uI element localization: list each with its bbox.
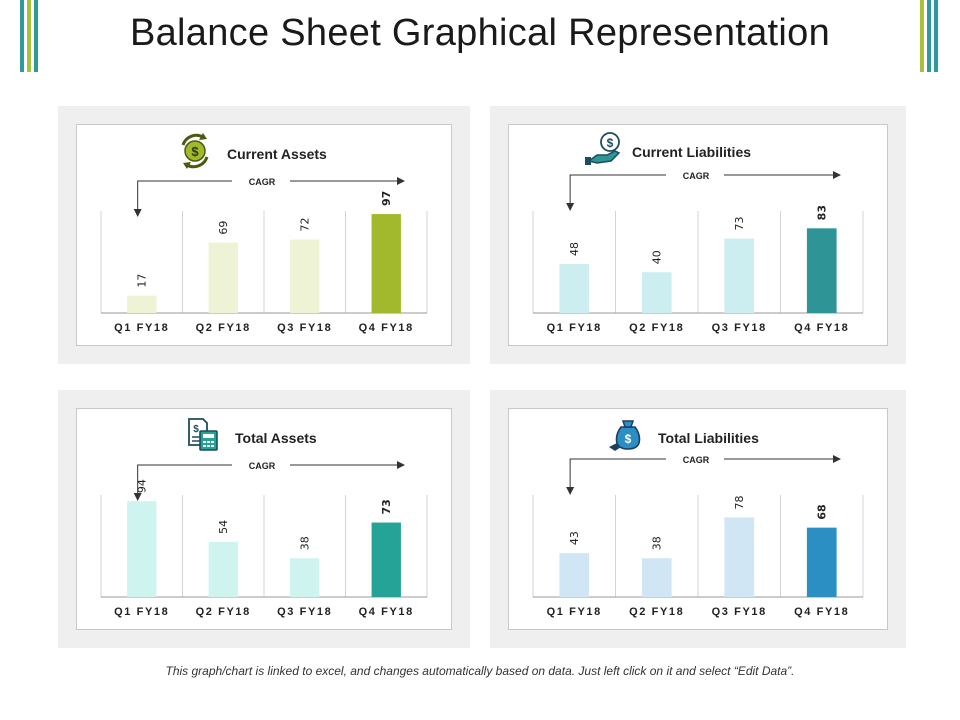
- deco-stripe-right-2: [927, 0, 931, 72]
- cagr-connector-line: [569, 174, 666, 205]
- cagr-arrowhead-down: [566, 203, 575, 211]
- data-label: 17: [136, 274, 149, 288]
- deco-stripe-right-3: [934, 0, 938, 72]
- cagr-label: CAGR: [249, 177, 276, 187]
- x-tick-label: Q4 FY18: [794, 322, 849, 334]
- data-label: 72: [299, 218, 312, 232]
- data-label: 68: [816, 504, 829, 519]
- bar: [208, 541, 238, 597]
- chart-card: $ Total Assets CAGR 94 Q1 FY18 54 Q2 FY18 38 Q…: [76, 408, 452, 630]
- bar: [641, 558, 672, 597]
- cagr-connector-line: [569, 458, 666, 489]
- cagr-arrowhead-right: [397, 461, 405, 469]
- bar: [806, 527, 837, 597]
- x-tick-label: Q4 FY18: [359, 606, 414, 618]
- deco-stripe-right-1: [920, 0, 924, 72]
- x-tick-label: Q3 FY18: [712, 606, 767, 618]
- x-tick-label: Q2 FY18: [196, 322, 251, 334]
- data-label: 73: [733, 217, 746, 231]
- chart-panel-current-liabilities: $ Current Liabilities CAGR 48 Q1 FY18 40 Q2 …: [490, 106, 906, 364]
- data-label: 40: [651, 250, 664, 264]
- bar: [208, 242, 238, 313]
- bar-chart-svg: CAGR 94 Q1 FY18 54 Q2 FY18 38 Q3 FY18 73 Q4 FY18: [100, 461, 428, 618]
- cagr-label: CAGR: [683, 455, 710, 465]
- bar: [127, 295, 157, 313]
- chart-title: Current Assets: [227, 146, 327, 162]
- svg-text:$: $: [625, 432, 632, 446]
- x-tick-label: Q4 FY18: [794, 606, 849, 618]
- data-label: 73: [380, 499, 393, 514]
- x-tick-label: Q2 FY18: [629, 606, 684, 618]
- data-label: 43: [568, 531, 581, 545]
- bar-chart-svg: CAGR 43 Q1 FY18 38 Q2 FY18 78 Q3 FY18 68 Q4 FY18: [532, 455, 864, 618]
- bar: [290, 239, 320, 313]
- bar: [559, 553, 590, 597]
- chart-title: Total Assets: [235, 430, 317, 446]
- data-label: 94: [136, 479, 149, 493]
- bar: [806, 228, 837, 313]
- data-label: 97: [380, 191, 393, 206]
- x-tick-label: Q2 FY18: [629, 322, 684, 334]
- calculator-document-icon: $: [187, 417, 219, 451]
- data-label: 78: [733, 495, 746, 509]
- cagr-arrowhead-down: [566, 487, 575, 495]
- bar: [127, 501, 157, 597]
- cagr-connector-line: [137, 180, 232, 211]
- page-title: Balance Sheet Graphical Representation: [129, 12, 831, 54]
- chart-card: $ Current Liabilities CAGR 48 Q1 FY18 40 Q2 …: [508, 124, 888, 346]
- svg-text:$: $: [193, 424, 199, 435]
- x-tick-label: Q1 FY18: [114, 322, 169, 334]
- x-tick-label: Q3 FY18: [277, 606, 332, 618]
- dollar-cycle-icon: $: [177, 133, 213, 169]
- chart-panel-total-assets: $ Total Assets CAGR 94 Q1 FY18 54 Q2 FY18 38 Q…: [58, 390, 470, 648]
- bar: [371, 214, 401, 313]
- x-tick-label: Q1 FY18: [114, 606, 169, 618]
- svg-text:$: $: [607, 136, 614, 150]
- chart-panel-total-liabilities: $ Total Liabilities CAGR 43 Q1 FY18 38 Q2 FY…: [490, 390, 906, 648]
- deco-stripe-left-2: [27, 0, 31, 72]
- bar: [641, 272, 672, 313]
- x-tick-label: Q3 FY18: [277, 322, 332, 334]
- cagr-arrowhead-right: [397, 177, 405, 185]
- data-label: 38: [299, 536, 312, 550]
- bar: [724, 517, 755, 597]
- bar: [290, 558, 320, 597]
- deco-stripe-left-3: [34, 0, 38, 72]
- cagr-label: CAGR: [683, 171, 710, 181]
- hand-coin-icon: $: [585, 131, 625, 167]
- svg-text:$: $: [191, 144, 199, 159]
- chart-panel-current-assets: $ Current Assets CAGR 17 Q1 FY18 69 Q2 FY18 7…: [58, 106, 470, 364]
- data-label: 69: [217, 221, 230, 235]
- bar: [724, 238, 755, 313]
- cagr-arrowhead-down: [133, 493, 142, 501]
- chart-card: $ Total Liabilities CAGR 43 Q1 FY18 38 Q2 FY…: [508, 408, 888, 630]
- cagr-arrowhead-right: [833, 455, 841, 463]
- x-tick-label: Q4 FY18: [359, 322, 414, 334]
- cagr-arrowhead-right: [833, 171, 841, 179]
- bar: [371, 522, 401, 597]
- chart-card: $ Current Assets CAGR 17 Q1 FY18 69 Q2 FY18 7…: [76, 124, 452, 346]
- x-tick-label: Q2 FY18: [196, 606, 251, 618]
- x-tick-label: Q1 FY18: [547, 322, 602, 334]
- data-label: 54: [217, 520, 230, 534]
- data-label: 38: [651, 536, 664, 550]
- money-bag-icon: $: [607, 417, 645, 453]
- cagr-arrowhead-down: [133, 209, 142, 217]
- x-tick-label: Q3 FY18: [712, 322, 767, 334]
- footer-note: This graph/chart is linked to excel, and…: [165, 664, 795, 678]
- data-label: 83: [816, 205, 829, 220]
- bar-chart-svg: CAGR 17 Q1 FY18 69 Q2 FY18 72 Q3 FY18 97 Q4 FY18: [100, 177, 428, 334]
- bar-chart-svg: CAGR 48 Q1 FY18 40 Q2 FY18 73 Q3 FY18 83 Q4 FY18: [532, 171, 864, 334]
- chart-title: Total Liabilities: [658, 430, 759, 446]
- data-label: 48: [568, 242, 581, 256]
- chart-title: Current Liabilities: [632, 144, 752, 160]
- deco-stripe-left-1: [20, 0, 24, 72]
- x-tick-label: Q1 FY18: [547, 606, 602, 618]
- cagr-connector-line: [137, 464, 232, 495]
- bar: [559, 264, 590, 313]
- cagr-label: CAGR: [249, 461, 276, 471]
